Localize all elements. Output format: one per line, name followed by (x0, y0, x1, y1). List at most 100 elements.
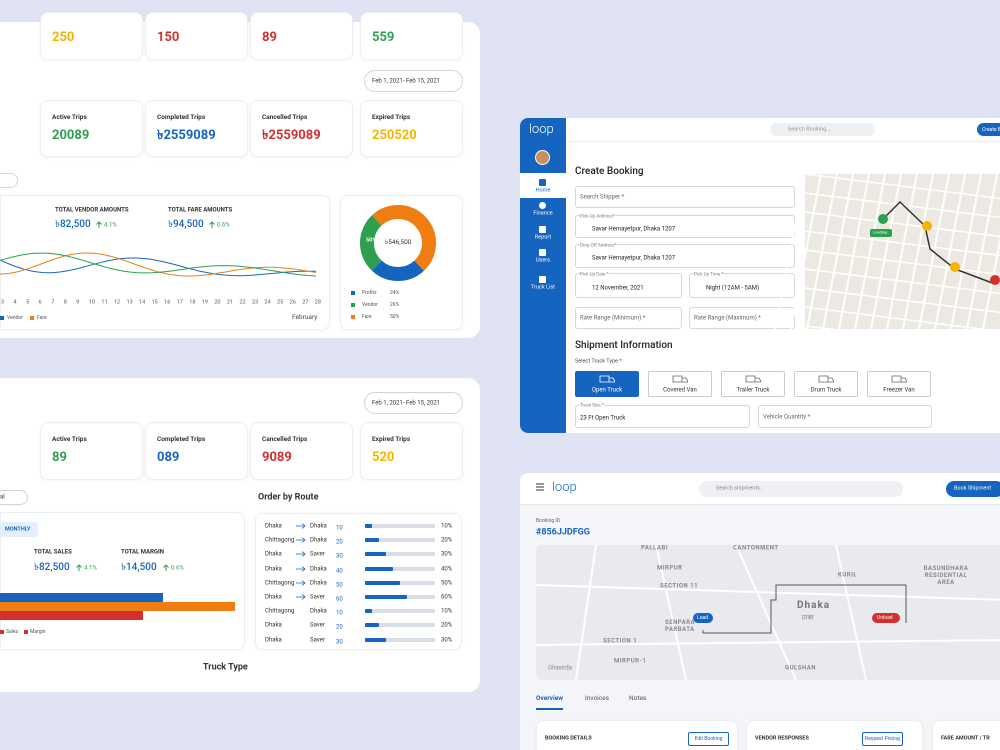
x-tick-label: 11 (101, 299, 108, 306)
route-count: 10 (336, 609, 343, 617)
card-button[interactable] (688, 732, 729, 746)
button-label: Book Shipment (954, 485, 992, 492)
button-label: Create B (982, 126, 1000, 133)
route-count: 10 (336, 524, 343, 532)
menu-icon (536, 483, 544, 491)
slice-label: 50% (366, 237, 377, 244)
search[interactable] (699, 481, 903, 497)
nav-icon (539, 226, 546, 233)
total-value: ৳14,500 (121, 562, 157, 573)
route-share: 10% (441, 607, 453, 615)
map-roads (774, 173, 1000, 352)
line-series (0, 252, 317, 277)
stat-label: Cancelled Trips (262, 435, 308, 444)
legend-label: Margin (30, 629, 46, 635)
nav-item[interactable]: Home (535, 187, 551, 194)
nav-item[interactable]: Users (535, 257, 551, 264)
summary-card (360, 12, 463, 60)
arrow (163, 564, 169, 571)
truck-option[interactable] (648, 371, 712, 397)
icon (539, 249, 546, 256)
truck-label: Freezer Van (883, 386, 915, 394)
truck-option[interactable] (867, 371, 931, 397)
road (804, 192, 1000, 219)
map-tag (872, 613, 900, 623)
truck-icon (891, 375, 907, 383)
arrow (296, 551, 306, 558)
tab[interactable]: Invoices (585, 694, 609, 703)
truck-size[interactable] (575, 405, 750, 428)
x-tick-label: 23 (252, 299, 259, 306)
tab-underline (536, 708, 563, 710)
map-label: MIRPUR-1 (614, 657, 647, 665)
bar (0, 602, 235, 611)
filter-dropdown[interactable] (0, 490, 28, 505)
amount-label: TOTAL FARE AMOUNTS (168, 206, 233, 214)
truck-option[interactable] (794, 371, 858, 397)
search-shipper[interactable] (575, 186, 795, 208)
map-label: KURIL (838, 571, 858, 579)
nav-item[interactable]: Finance (533, 210, 553, 217)
x-tick-label: 18 (189, 299, 196, 306)
arrow (209, 221, 215, 228)
route-share: 20% (441, 536, 453, 544)
button[interactable] (977, 123, 1000, 136)
route-share: 40% (441, 565, 453, 572)
map-label: GULSHAN (785, 664, 817, 672)
road (804, 230, 1000, 257)
legend-label: Fare (362, 314, 372, 320)
amount-value: ৳94,500 (168, 219, 204, 230)
nav-item[interactable]: Truck List (531, 284, 555, 291)
route-bar (365, 609, 372, 614)
amount-label: TOTAL VENDOR AMOUNTS (55, 206, 129, 214)
nav-icon (539, 249, 546, 256)
x-tick-label: 28 (314, 299, 321, 306)
road (790, 173, 822, 330)
vehicle-quantity[interactable] (758, 405, 932, 428)
stat-card (360, 100, 463, 157)
route-to: Dhaka (310, 522, 327, 530)
icon (745, 375, 761, 383)
truck-option[interactable] (575, 371, 639, 397)
nav-icon (539, 276, 546, 283)
rate-max[interactable] (689, 307, 795, 329)
tab[interactable]: Notes (629, 694, 647, 703)
route-bar (365, 580, 400, 585)
tab[interactable]: Overview (536, 694, 563, 703)
line-chart (0, 252, 317, 277)
card-button-label: Request Pricing (865, 736, 900, 742)
road (804, 173, 1000, 200)
date-picker[interactable] (364, 392, 463, 414)
truck-option[interactable] (721, 371, 785, 397)
route (882, 200, 996, 285)
rate-min[interactable] (575, 307, 682, 329)
route-arrow (296, 523, 306, 529)
route-arrow (296, 551, 306, 558)
legend-value: 26% (390, 302, 400, 308)
route-arrow (296, 594, 306, 600)
date-picker[interactable] (364, 70, 463, 92)
stat-label: Active Trips (52, 435, 87, 444)
nav-item[interactable]: Report (534, 234, 552, 241)
arrow (296, 523, 306, 529)
road (804, 306, 1000, 333)
search[interactable] (770, 123, 875, 136)
x-tick-label: 9 (76, 299, 80, 306)
route-from: Chittagong (265, 536, 295, 544)
toggle-label: MONTHLY (5, 526, 31, 533)
legend-swatch (351, 315, 355, 319)
page-title: Create Booking (575, 166, 644, 177)
summary-value: 89 (262, 30, 277, 46)
date-range: Feb 1, 2021- Feb 15, 2021 (372, 77, 441, 85)
route-bar (365, 566, 393, 571)
stat-value: 20089 (52, 128, 90, 144)
filter-dropdown[interactable] (0, 173, 18, 188)
icon (891, 375, 907, 383)
legend-value: 24% (390, 290, 400, 296)
icon (539, 226, 546, 233)
toggle[interactable] (0, 522, 38, 537)
button[interactable] (946, 481, 1000, 497)
map-roads (535, 544, 1000, 681)
arrow (296, 594, 306, 600)
card-button[interactable] (862, 732, 903, 746)
